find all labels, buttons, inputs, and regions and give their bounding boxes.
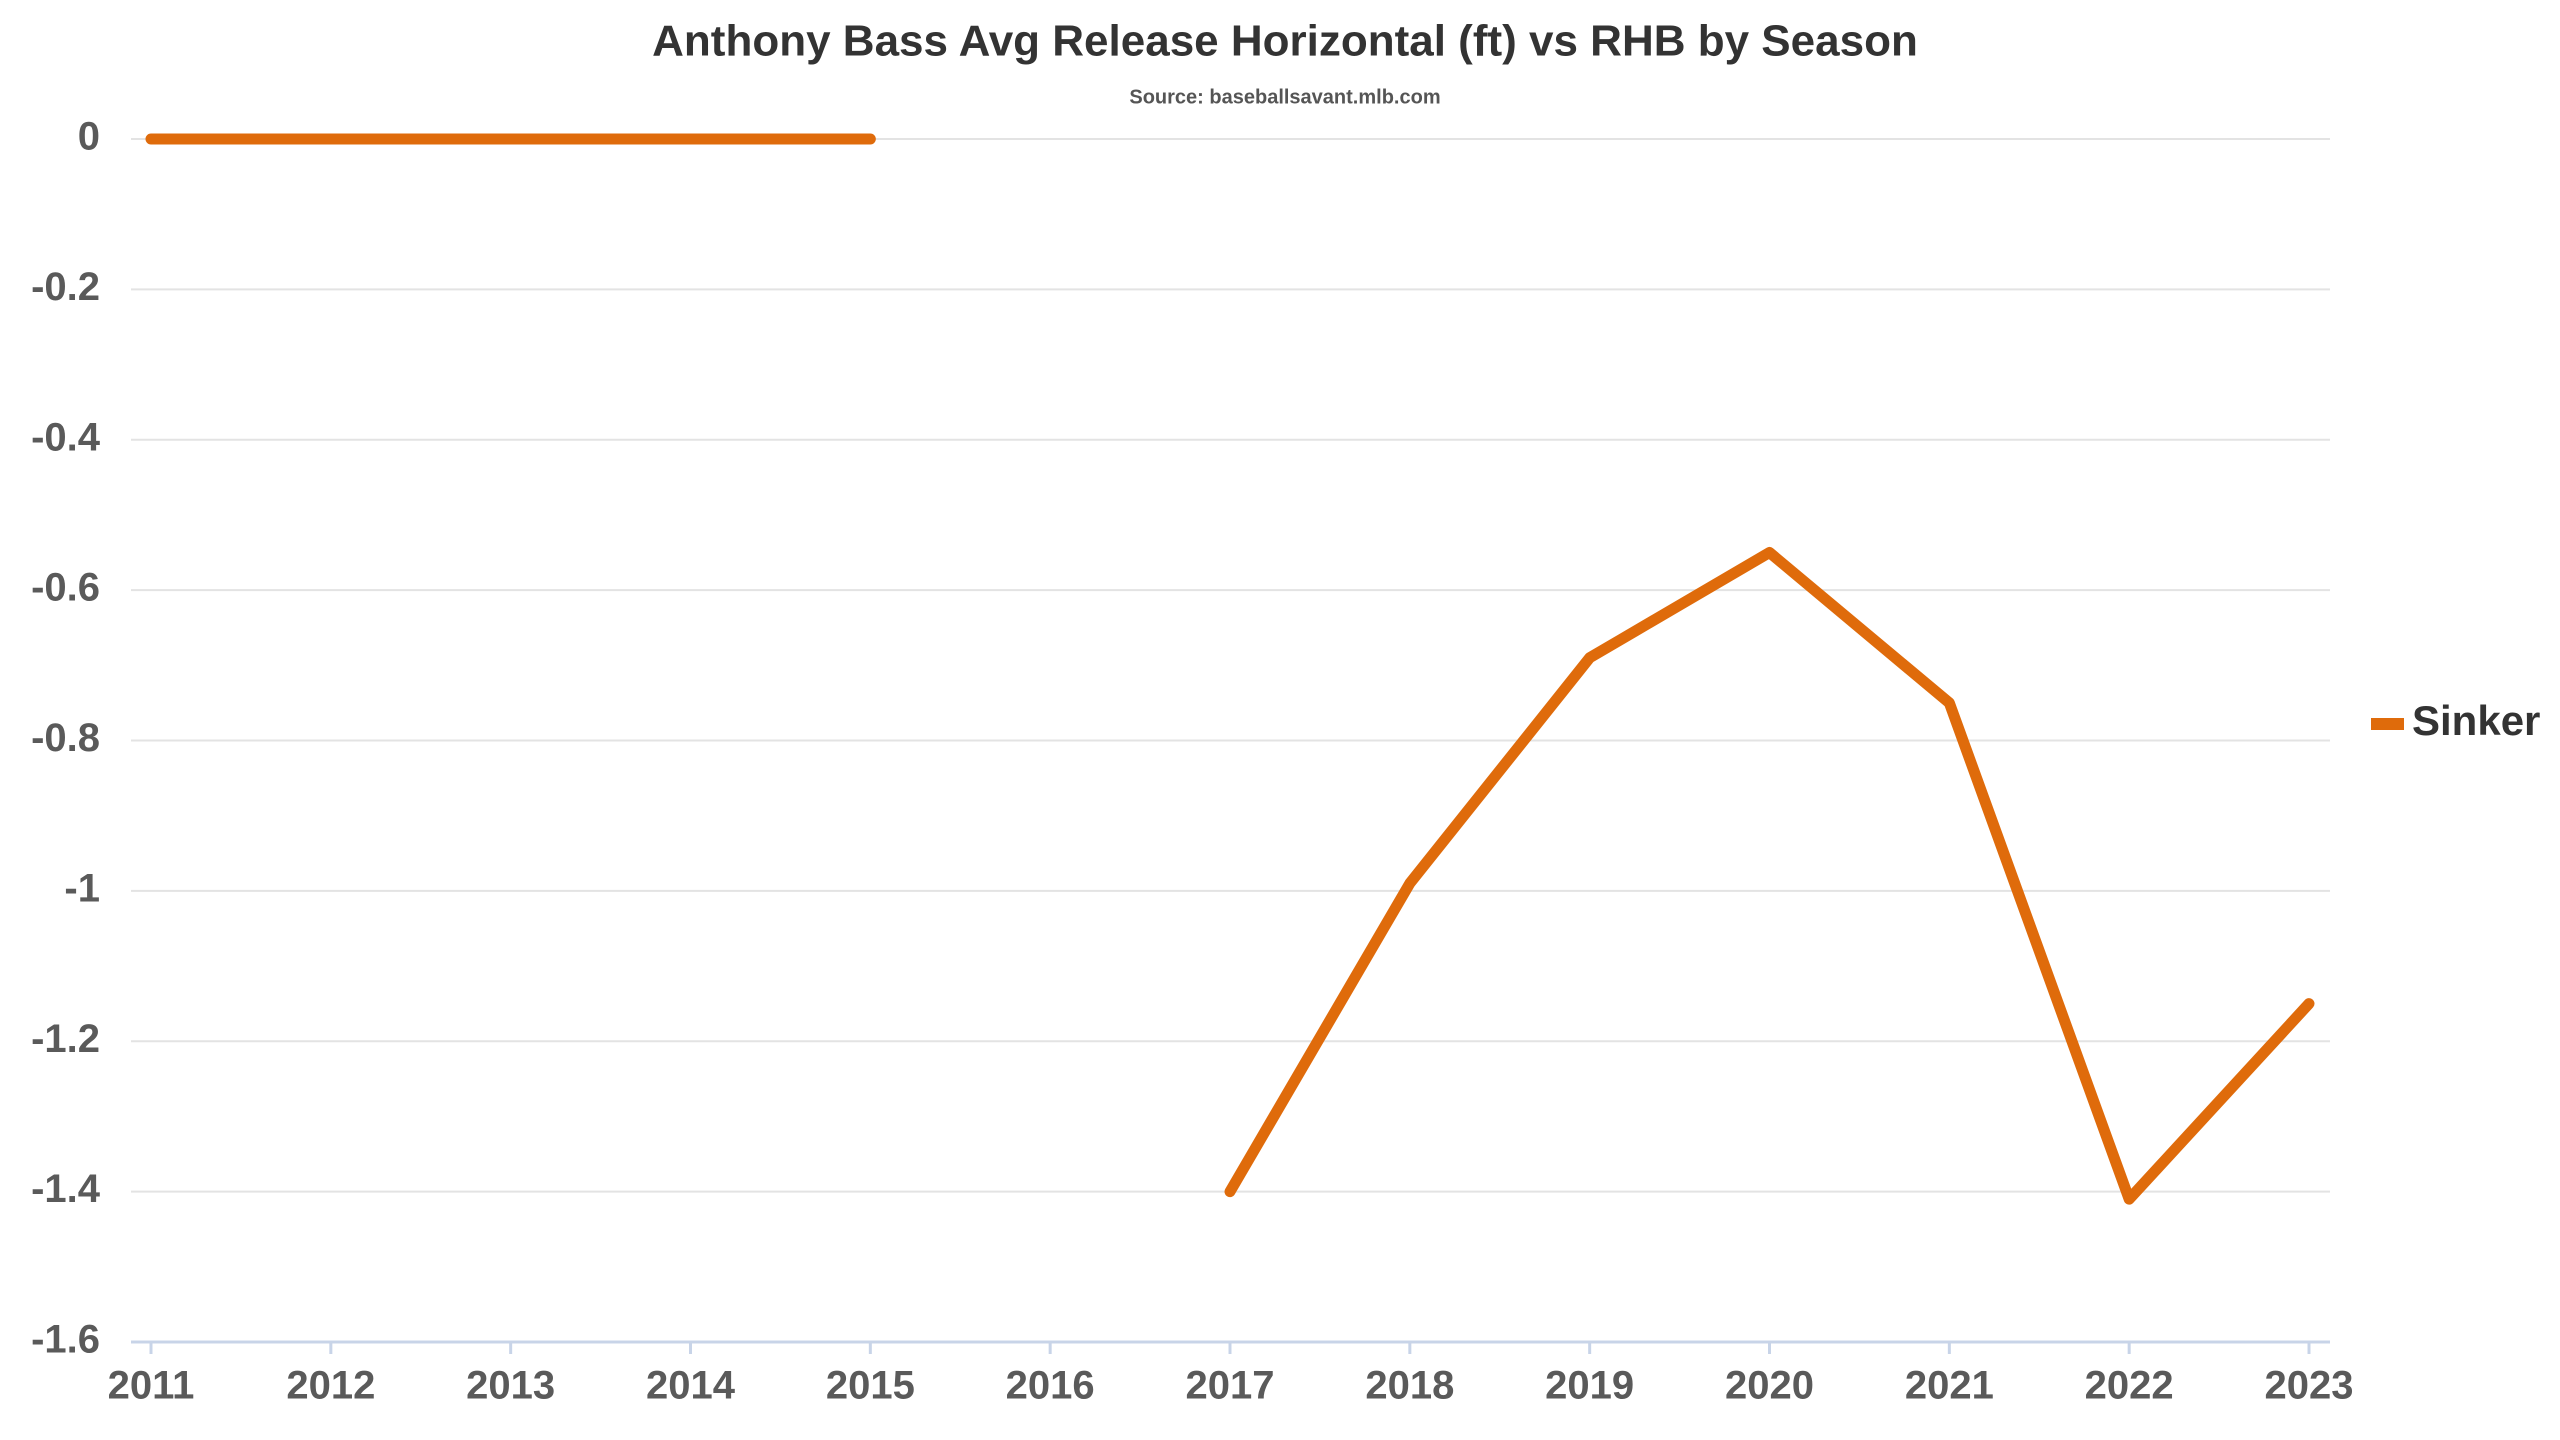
x-tick-label: 2017 bbox=[1186, 1364, 1275, 1408]
x-tick-label: 2020 bbox=[1725, 1364, 1814, 1408]
x-tick-label: 2019 bbox=[1545, 1364, 1634, 1408]
chart-title: Anthony Bass Avg Release Horizontal (ft)… bbox=[652, 17, 1918, 66]
x-tick-label: 2023 bbox=[2265, 1364, 2354, 1408]
y-tick-label: -1 bbox=[64, 866, 100, 910]
y-tick-label: -1.4 bbox=[31, 1167, 101, 1211]
x-tick-label: 2015 bbox=[826, 1364, 915, 1408]
y-tick-label: -0.4 bbox=[31, 415, 101, 459]
y-tick-label: -1.2 bbox=[31, 1017, 100, 1061]
chart-subtitle: Source: baseballsavant.mlb.com bbox=[1129, 86, 1440, 108]
x-tick-label: 2014 bbox=[646, 1364, 736, 1408]
y-tick-label: -0.8 bbox=[31, 716, 100, 760]
x-tick-label: 2016 bbox=[1006, 1364, 1095, 1408]
y-tick-label: -1.6 bbox=[31, 1318, 100, 1362]
data-line bbox=[145, 133, 2315, 1205]
x-tick-label: 2021 bbox=[1905, 1364, 1994, 1408]
legend-label: Sinker bbox=[2412, 697, 2540, 744]
x-tick-label: 2013 bbox=[466, 1364, 555, 1408]
y-tick-label: 0 bbox=[78, 115, 100, 159]
x-tick-label: 2012 bbox=[286, 1364, 375, 1408]
legend-swatch bbox=[2371, 718, 2404, 730]
y-tick-label: -0.6 bbox=[31, 566, 100, 610]
x-tick-label: 2018 bbox=[1365, 1364, 1454, 1408]
x-tick-label: 2022 bbox=[2085, 1364, 2174, 1408]
x-tick-label: 2011 bbox=[108, 1364, 195, 1408]
y-tick-label: -0.2 bbox=[31, 265, 100, 309]
